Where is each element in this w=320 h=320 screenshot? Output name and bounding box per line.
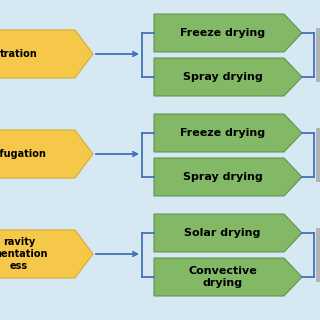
Text: ravity
mentation
ess: ravity mentation ess <box>0 237 47 271</box>
Bar <box>316 28 320 82</box>
Polygon shape <box>154 214 302 252</box>
Text: Convective
drying: Convective drying <box>188 266 257 288</box>
Polygon shape <box>154 114 302 152</box>
Text: Spray drying: Spray drying <box>183 72 262 82</box>
Polygon shape <box>0 30 93 78</box>
Text: Freeze drying: Freeze drying <box>180 28 265 38</box>
Text: rifugation: rifugation <box>0 149 46 159</box>
Polygon shape <box>154 158 302 196</box>
Text: Spray drying: Spray drying <box>183 172 262 182</box>
Polygon shape <box>0 130 93 178</box>
Text: Freeze drying: Freeze drying <box>180 128 265 138</box>
Text: Solar drying: Solar drying <box>184 228 261 238</box>
Polygon shape <box>154 258 302 296</box>
Polygon shape <box>154 58 302 96</box>
Bar <box>316 228 320 282</box>
Polygon shape <box>154 14 302 52</box>
Bar <box>316 128 320 182</box>
Text: tration: tration <box>0 49 38 59</box>
Polygon shape <box>0 230 93 278</box>
